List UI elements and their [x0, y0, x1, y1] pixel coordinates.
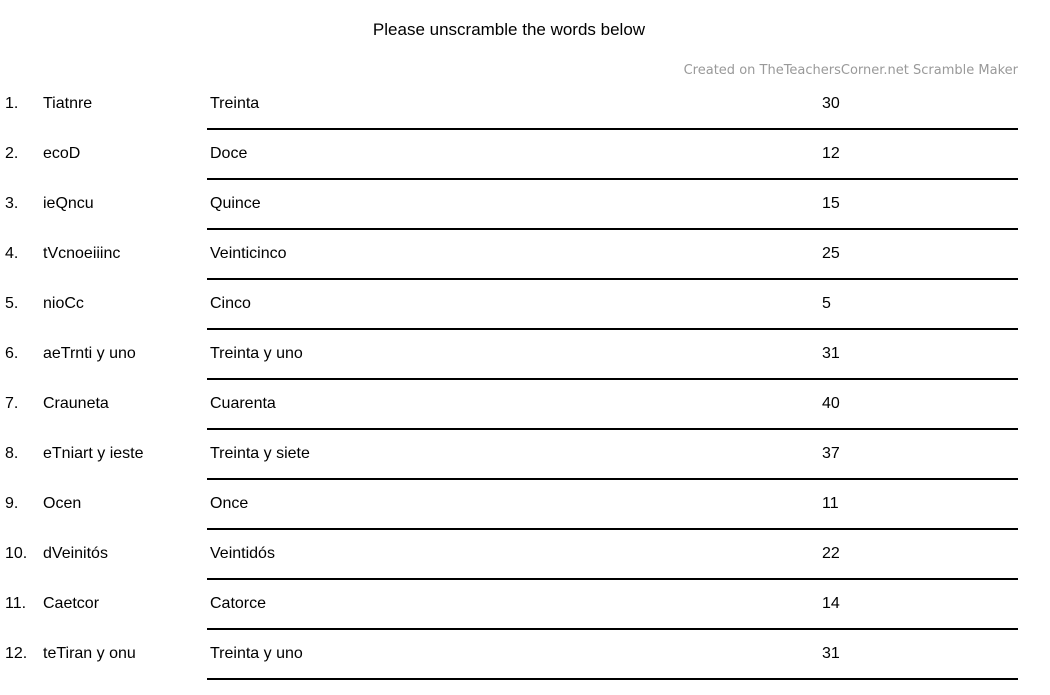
scramble-row: 3. ieQncu Quince 15	[0, 190, 1018, 240]
answer-line	[207, 278, 1018, 280]
row-number: 8.	[5, 445, 19, 462]
answer-line	[207, 428, 1018, 430]
answer-line	[207, 528, 1018, 530]
scrambled-word: tVcnoeiiinc	[43, 245, 121, 262]
answer-number: 14	[822, 595, 840, 612]
scramble-row: 10. dVeinitós Veintidós 22	[0, 540, 1018, 590]
answer-number: 31	[822, 645, 840, 662]
scrambled-word: dVeinitós	[43, 545, 108, 562]
row-number: 10.	[5, 545, 28, 562]
page-title: Please unscramble the words below	[372, 20, 646, 39]
answer-line	[207, 628, 1018, 630]
row-number: 1.	[5, 95, 19, 112]
scrambled-word: Ocen	[43, 495, 82, 512]
answer-word: Doce	[210, 145, 248, 162]
scramble-row: 11. Caetcor Catorce 14	[0, 590, 1018, 640]
row-number: 7.	[5, 395, 19, 412]
worksheet-content: Please unscramble the words below Create…	[0, 20, 1018, 690]
scrambled-word: ieQncu	[43, 195, 94, 212]
answer-line	[207, 228, 1018, 230]
answer-word: Veinticinco	[210, 245, 287, 262]
answer-number: 5	[822, 295, 831, 312]
answer-word: Once	[210, 495, 249, 512]
row-number: 9.	[5, 495, 19, 512]
scrambled-word: Crauneta	[43, 395, 109, 412]
answer-word: Treinta	[210, 95, 260, 112]
answer-number: 30	[822, 95, 840, 112]
answer-number: 37	[822, 445, 840, 462]
scramble-row: 8. eTniart y ieste Treinta y siete 37	[0, 440, 1018, 490]
answer-word: Treinta y uno	[210, 345, 303, 362]
scramble-row: 9. Ocen Once 11	[0, 490, 1018, 540]
answer-word: Cinco	[210, 295, 251, 312]
answer-word: Treinta y uno	[210, 645, 303, 662]
answer-line	[207, 378, 1018, 380]
row-number: 4.	[5, 245, 19, 262]
row-number: 6.	[5, 345, 19, 362]
scrambled-word: aeTrnti y uno	[43, 345, 136, 362]
answer-line	[207, 478, 1018, 480]
answer-line	[207, 178, 1018, 180]
scramble-row: 12. teTiran y onu Treinta y uno 31	[0, 640, 1018, 690]
answer-number: 40	[822, 395, 840, 412]
row-number: 12.	[5, 645, 28, 662]
row-number: 5.	[5, 295, 19, 312]
scramble-row: 5. nioCc Cinco 5	[0, 290, 1018, 340]
row-number: 3.	[5, 195, 19, 212]
row-number: 2.	[5, 145, 19, 162]
answer-word: Treinta y siete	[210, 445, 310, 462]
scramble-row: 1. Tiatnre Treinta 30	[0, 90, 1018, 140]
scramble-list: 1. Tiatnre Treinta 30 2. ecoD Doce 12 3.…	[0, 90, 1018, 690]
attribution-text: Created on TheTeachersCorner.net Scrambl…	[683, 63, 1018, 78]
answer-line	[207, 678, 1018, 680]
scrambled-word: teTiran y onu	[43, 645, 136, 662]
scrambled-word: nioCc	[43, 295, 84, 312]
answer-number: 25	[822, 245, 840, 262]
scramble-row: 7. Crauneta Cuarenta 40	[0, 390, 1018, 440]
scrambled-word: eTniart y ieste	[43, 445, 144, 462]
scramble-row: 2. ecoD Doce 12	[0, 140, 1018, 190]
answer-number: 22	[822, 545, 840, 562]
answer-line	[207, 578, 1018, 580]
scrambled-word: ecoD	[43, 145, 81, 162]
answer-number: 31	[822, 345, 840, 362]
answer-word: Catorce	[210, 595, 267, 612]
scrambled-word: Caetcor	[43, 595, 100, 612]
scramble-row: 6. aeTrnti y uno Treinta y uno 31	[0, 340, 1018, 390]
answer-number: 11	[822, 495, 839, 512]
row-number: 11.	[5, 595, 27, 612]
answer-word: Veintidós	[210, 545, 275, 562]
answer-line	[207, 328, 1018, 330]
answer-number: 15	[822, 195, 840, 212]
scramble-row: 4. tVcnoeiiinc Veinticinco 25	[0, 240, 1018, 290]
answer-word: Cuarenta	[210, 395, 276, 412]
answer-number: 12	[822, 145, 840, 162]
scrambled-word: Tiatnre	[43, 95, 93, 112]
answer-line	[207, 128, 1018, 130]
answer-word: Quince	[210, 195, 261, 212]
